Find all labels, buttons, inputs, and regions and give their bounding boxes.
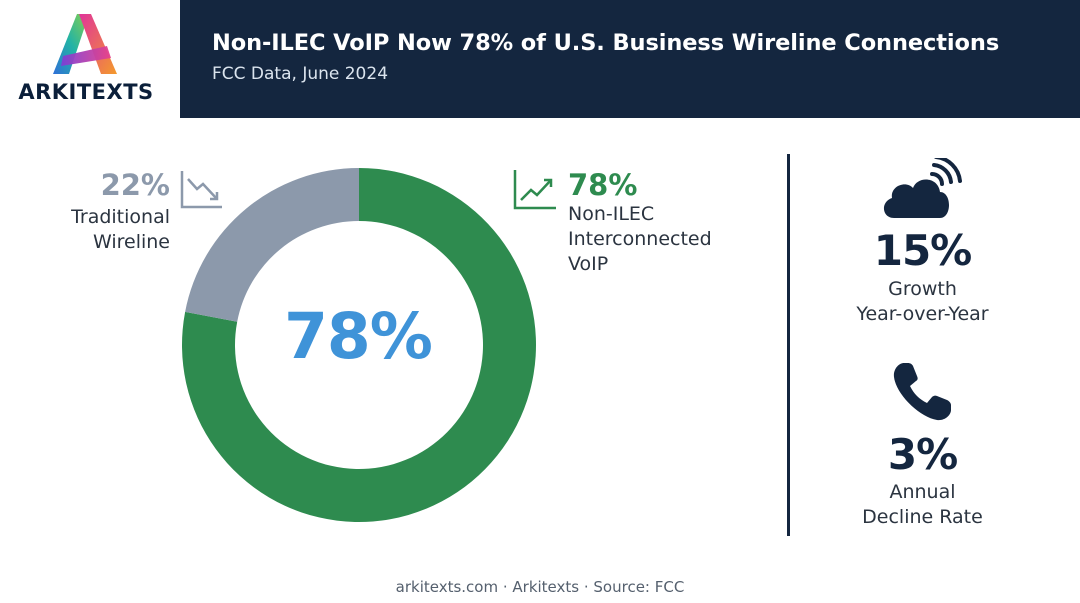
page-subtitle: FCC Data, June 2024: [212, 64, 389, 84]
trend-down-icon: [180, 171, 222, 209]
donut-slice-voip: [182, 168, 537, 522]
donut-slice-traditional: [185, 168, 359, 322]
traditional-name-line-2: Wireline: [92, 231, 170, 253]
brand-name: ARKITEXTS: [18, 80, 154, 104]
trend-up-icon: [513, 170, 556, 210]
decline-stat-line-2: Decline Rate: [862, 506, 983, 528]
voip-name-line-1: Non-ILEC: [568, 203, 655, 225]
decline-stat-label: Annual Decline Rate: [810, 480, 1035, 530]
voip-name-label: Non-ILEC Interconnected VoIP: [568, 202, 778, 277]
decline-stat-value: 3%: [887, 430, 958, 479]
phone-icon: [893, 363, 951, 421]
voip-percent-label: 78%: [568, 168, 638, 202]
footer-source: arkitexts.com · Arkitexts · Source: FCC: [395, 578, 685, 596]
growth-stat-line-1: Growth: [888, 278, 957, 300]
header-banner: Non-ILEC VoIP Now 78% of U.S. Business W…: [180, 0, 1080, 118]
brand-logo: ARKITEXTS: [0, 0, 180, 118]
vertical-divider: [787, 154, 790, 536]
growth-stat-value: 15%: [873, 226, 973, 275]
traditional-name-line-1: Traditional: [71, 206, 170, 228]
traditional-percent-label: 22%: [100, 168, 170, 202]
traditional-name-label: Traditional Wireline: [20, 205, 170, 255]
center-percentage: 78%: [284, 300, 433, 373]
cloud-signal-icon: [883, 158, 962, 218]
growth-stat-label: Growth Year-over-Year: [810, 277, 1035, 327]
page-title: Non-ILEC VoIP Now 78% of U.S. Business W…: [212, 30, 1000, 56]
logo-a-icon: [53, 14, 117, 74]
voip-name-line-2: Interconnected: [568, 228, 712, 250]
decline-stat-line-1: Annual: [889, 481, 956, 503]
growth-stat-line-2: Year-over-Year: [856, 303, 989, 325]
voip-name-line-3: VoIP: [568, 253, 609, 275]
